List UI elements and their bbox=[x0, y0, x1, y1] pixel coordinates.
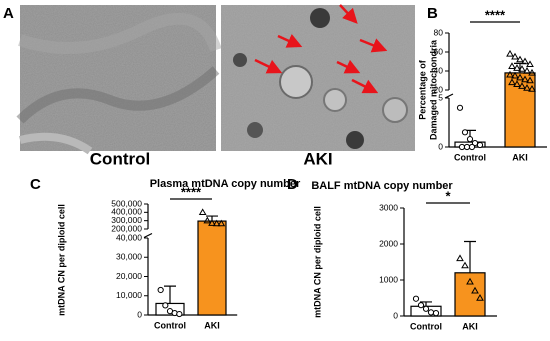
y-tick-label: 60 bbox=[434, 46, 444, 56]
y-tick-label: 300,000 bbox=[111, 215, 142, 225]
data-point bbox=[528, 85, 536, 92]
y-tick-label: 20,000 bbox=[116, 271, 142, 281]
y-axis-label: Percentage of bbox=[417, 59, 427, 120]
y-tick-label: 3000 bbox=[379, 202, 398, 212]
data-point bbox=[506, 49, 514, 57]
panel-label: A bbox=[3, 5, 14, 22]
significance-label: * bbox=[445, 188, 451, 203]
data-point bbox=[198, 208, 207, 216]
y-axis-label: mtDNA CN per diploid cell bbox=[312, 206, 322, 318]
y-tick-label: 1000 bbox=[379, 274, 398, 284]
y-tick-label: 0 bbox=[438, 141, 443, 151]
error-bar bbox=[464, 240, 476, 273]
data-point bbox=[456, 104, 464, 111]
data-point bbox=[422, 305, 430, 312]
micrograph-label: Control bbox=[90, 149, 150, 168]
data-point bbox=[432, 310, 440, 317]
data-point bbox=[212, 219, 221, 227]
y-tick-label: 500,000 bbox=[111, 198, 142, 208]
data-point bbox=[513, 64, 521, 71]
data-point bbox=[516, 55, 524, 63]
data-point bbox=[508, 62, 516, 69]
data-point bbox=[417, 302, 425, 309]
panel-label: D bbox=[287, 176, 298, 193]
y-tick-label: 200,000 bbox=[111, 223, 142, 233]
data-point bbox=[476, 293, 484, 301]
data-point bbox=[471, 286, 479, 294]
y-tick-label: 0 bbox=[393, 310, 398, 320]
y-tick-label: 40,000 bbox=[116, 232, 142, 242]
x-tick-label: Control bbox=[154, 320, 186, 330]
data-point bbox=[476, 141, 484, 149]
axis-break bbox=[143, 232, 153, 239]
y-axis-label: mtDNA CN per diploid cell bbox=[56, 204, 66, 316]
y-tick-label: 80 bbox=[434, 27, 444, 37]
y-tick-label: 40 bbox=[434, 65, 444, 75]
data-point bbox=[513, 80, 521, 87]
data-point bbox=[458, 143, 466, 151]
data-point bbox=[516, 73, 524, 81]
x-tick-label: AKI bbox=[462, 321, 478, 331]
y-tick-label: 400,000 bbox=[111, 207, 142, 217]
data-point bbox=[466, 277, 474, 285]
bar bbox=[197, 220, 227, 316]
data-point bbox=[412, 295, 420, 302]
y-tick-label: 2000 bbox=[379, 238, 398, 248]
x-tick-label: AKI bbox=[512, 152, 528, 162]
data-point bbox=[521, 57, 529, 65]
panel-label: B bbox=[427, 5, 438, 22]
y-tick-label: 20 bbox=[434, 84, 444, 94]
y-tick-label: 0 bbox=[137, 309, 142, 319]
data-point bbox=[456, 254, 464, 262]
y-tick-label: 30,000 bbox=[116, 252, 142, 262]
significance-label: **** bbox=[181, 184, 202, 199]
error-bar bbox=[164, 285, 176, 304]
data-point bbox=[523, 84, 531, 91]
y-tick-label: 10,000 bbox=[116, 290, 142, 300]
data-point bbox=[461, 261, 469, 269]
chart-title: Plasma mtDNA copy number bbox=[150, 178, 301, 190]
significance-label: **** bbox=[485, 7, 506, 22]
data-point bbox=[468, 143, 476, 151]
data-point bbox=[203, 216, 212, 224]
micrograph-aki bbox=[221, 4, 415, 151]
data-point bbox=[518, 65, 526, 72]
data-point bbox=[162, 302, 169, 309]
data-point bbox=[461, 129, 469, 136]
chart-title: BALF mtDNA copy number bbox=[311, 180, 453, 192]
data-point bbox=[526, 76, 534, 84]
data-point bbox=[466, 136, 474, 143]
data-point bbox=[511, 52, 519, 60]
data-point bbox=[521, 75, 529, 83]
data-point bbox=[506, 70, 514, 78]
data-point bbox=[526, 60, 534, 68]
data-point bbox=[157, 286, 164, 294]
x-tick-label: Control bbox=[410, 321, 442, 331]
bar bbox=[504, 72, 536, 148]
x-tick-label: AKI bbox=[204, 320, 220, 330]
error-bar bbox=[420, 301, 432, 307]
data-point bbox=[208, 219, 216, 226]
axis-break bbox=[444, 93, 454, 99]
data-point bbox=[176, 310, 183, 318]
y-tick-label: 5 bbox=[438, 92, 443, 102]
data-point bbox=[518, 82, 526, 89]
data-point bbox=[427, 309, 435, 316]
micrograph-control bbox=[16, 5, 222, 155]
panel-label: C bbox=[30, 176, 41, 193]
data-point bbox=[463, 143, 471, 151]
data-point bbox=[511, 71, 519, 79]
micrograph-label: AKI bbox=[303, 149, 332, 168]
data-point bbox=[523, 66, 531, 74]
data-point bbox=[508, 78, 516, 86]
data-point bbox=[217, 219, 226, 227]
data-point bbox=[528, 68, 536, 76]
y-axis-label: Damaged mitochondria bbox=[428, 39, 438, 140]
x-tick-label: Control bbox=[454, 152, 486, 162]
